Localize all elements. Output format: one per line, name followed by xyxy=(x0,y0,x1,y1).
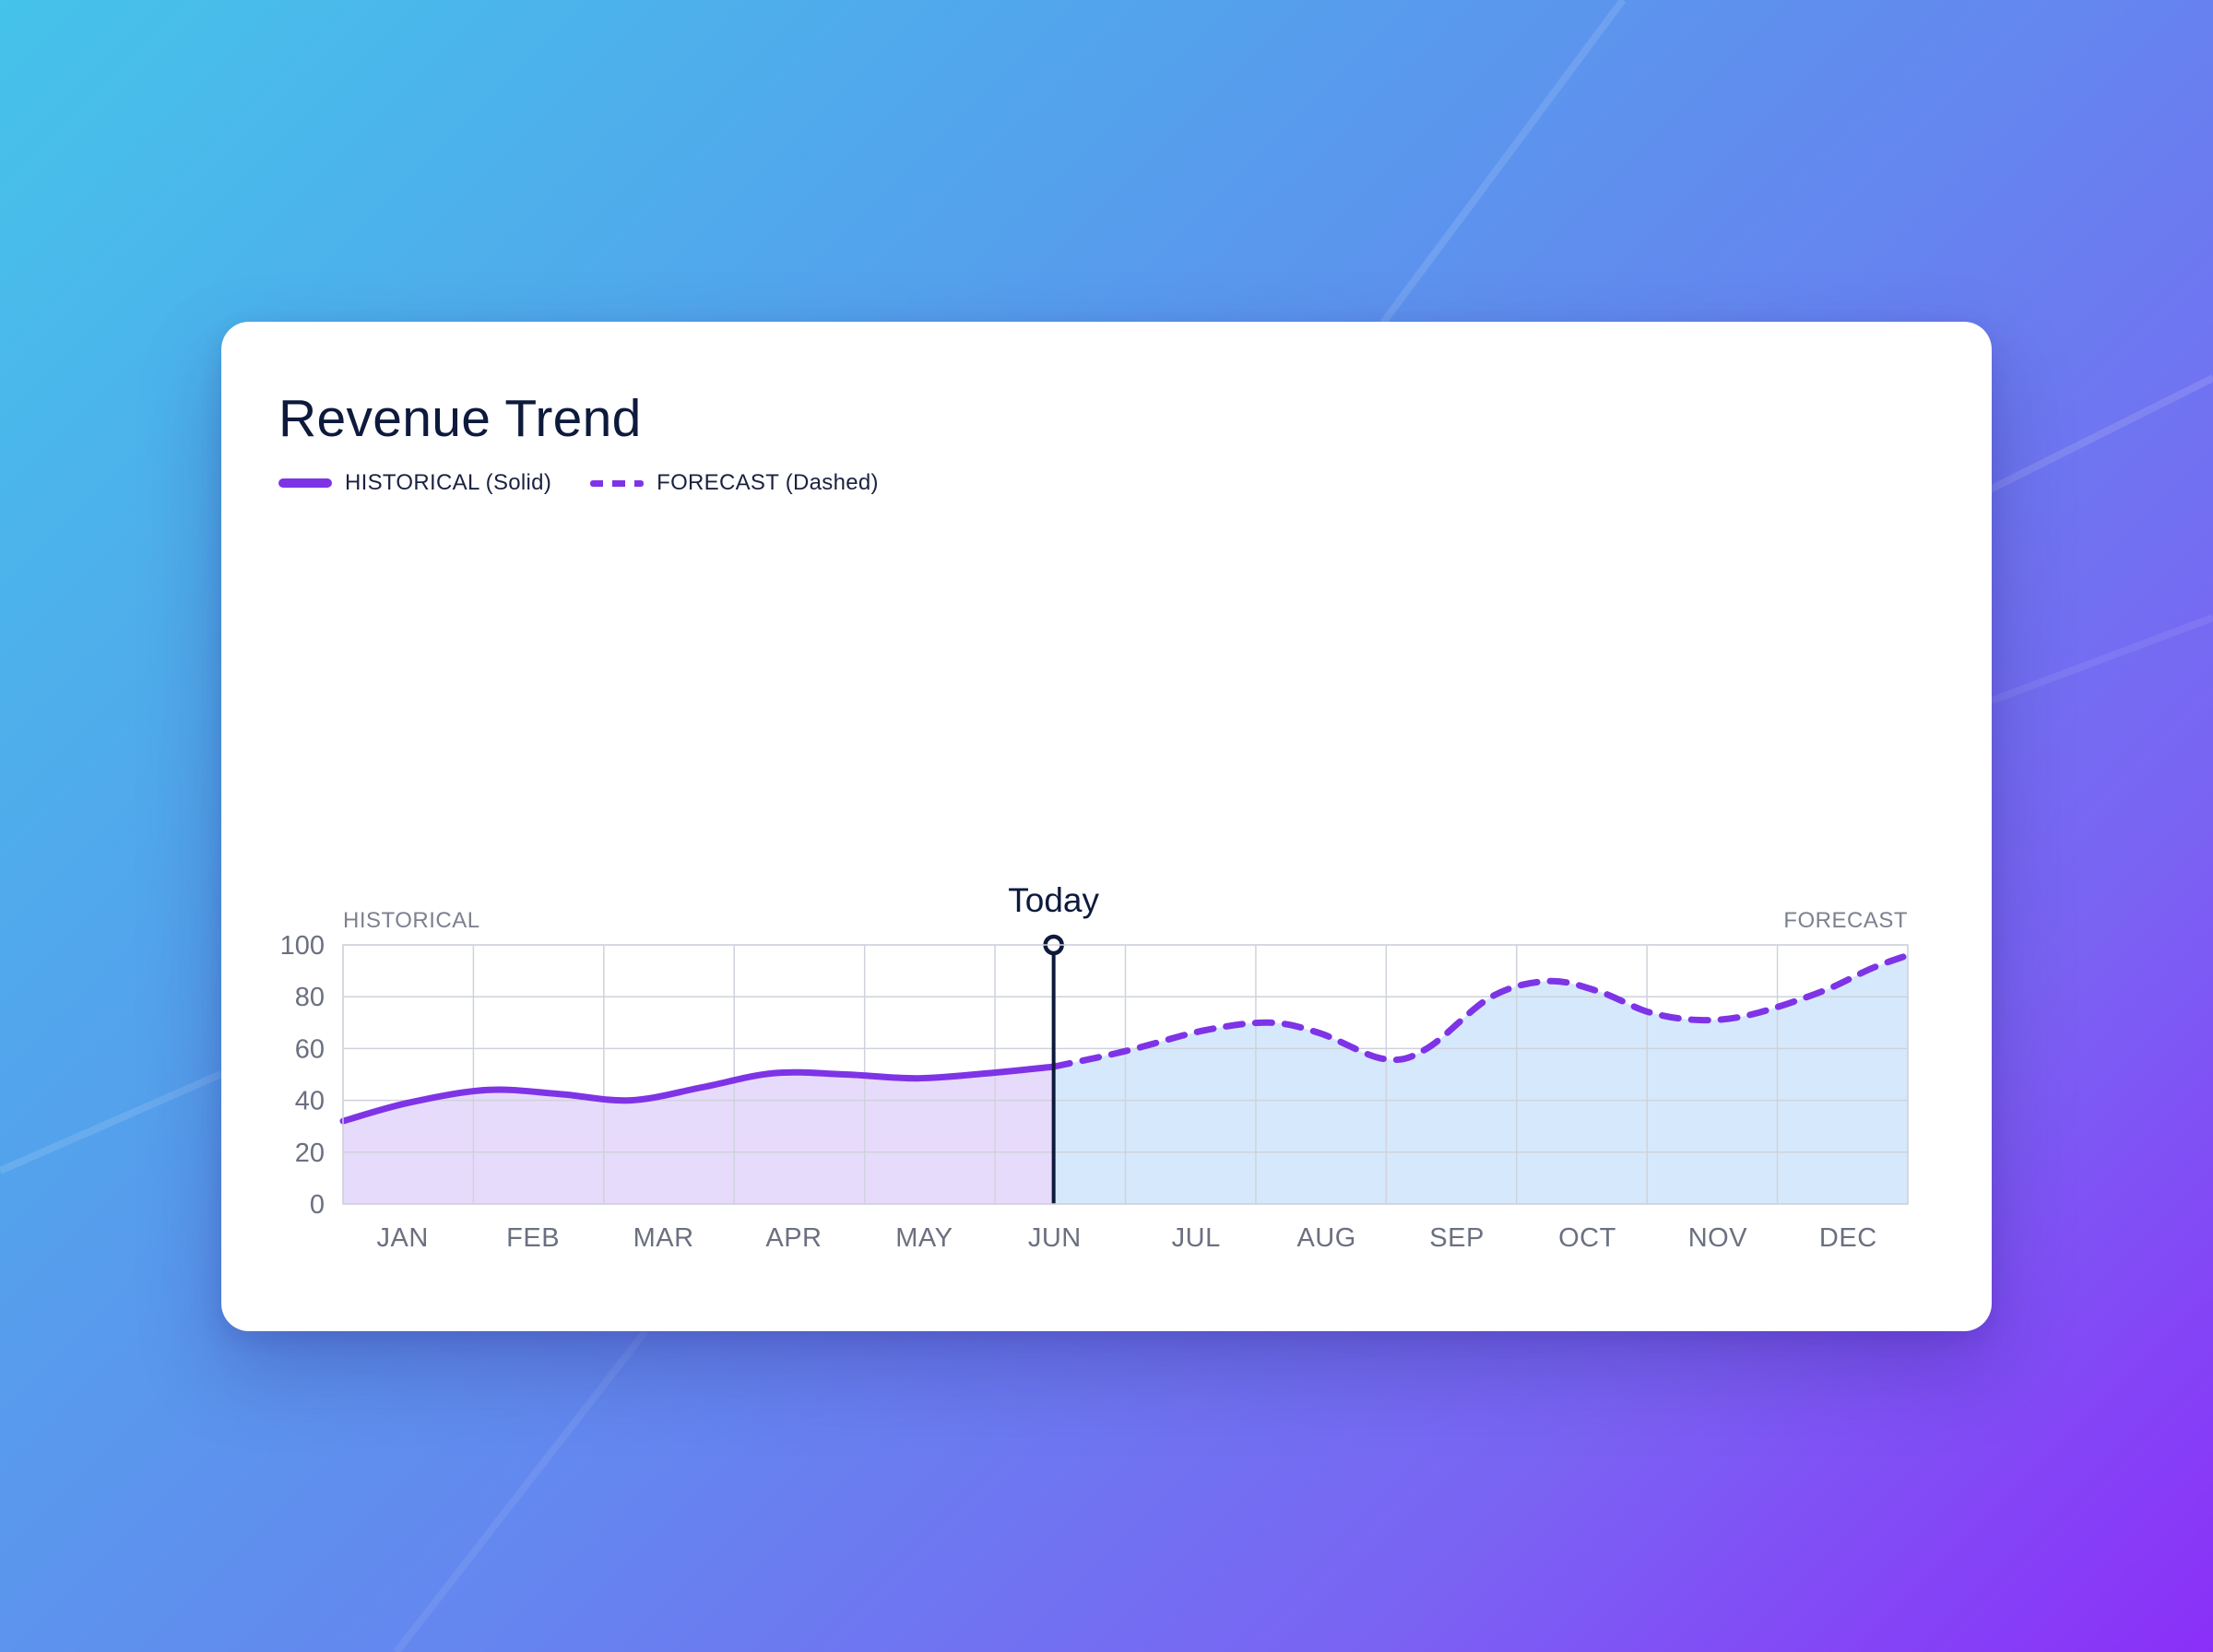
legend-label-forecast: FORECAST (Dashed) xyxy=(657,470,879,495)
plot-border xyxy=(342,944,1909,1205)
chart-legend: HISTORICAL (Solid) FORECAST (Dashed) xyxy=(278,469,917,497)
x-tick-label: AUG xyxy=(1296,1223,1355,1253)
x-tick-label: DEC xyxy=(1819,1223,1877,1253)
area-fill-forecast xyxy=(1053,955,1908,1204)
region-label-historical: HISTORICAL xyxy=(343,908,480,933)
y-tick-label: 100 xyxy=(280,931,325,961)
today-marker-label: Today xyxy=(1008,881,1099,919)
region-label-forecast: FORECAST xyxy=(1783,908,1908,933)
y-tick-label: 20 xyxy=(295,1139,325,1168)
x-tick-label: JUL xyxy=(1172,1223,1221,1253)
x-tick-label: JAN xyxy=(377,1223,429,1253)
x-tick-label: FEB xyxy=(506,1223,560,1253)
y-tick-label: 40 xyxy=(295,1087,325,1116)
x-tick-label: OCT xyxy=(1558,1223,1616,1253)
legend-label-historical: HISTORICAL (Solid) xyxy=(345,470,552,495)
y-tick-label: 80 xyxy=(295,983,325,1012)
y-tick-label: 0 xyxy=(310,1190,325,1220)
chart-title: Revenue Trend xyxy=(278,389,642,448)
x-tick-label: APR xyxy=(765,1223,822,1253)
legend-swatch-solid xyxy=(278,478,332,488)
legend-item-historical: HISTORICAL (Solid) xyxy=(278,470,551,496)
x-tick-label: SEP xyxy=(1429,1223,1485,1253)
legend-item-forecast: FORECAST (Dashed) xyxy=(590,470,879,496)
y-tick-label: 60 xyxy=(295,1034,325,1064)
legend-swatch-dashed xyxy=(590,479,645,487)
x-tick-label: MAR xyxy=(633,1223,694,1253)
series-line-forecast xyxy=(1050,951,1911,1070)
x-tick-label: JUN xyxy=(1028,1223,1082,1253)
x-tick-label: MAY xyxy=(895,1223,953,1253)
x-tick-label: NOV xyxy=(1688,1223,1748,1253)
plot-area: 0 20 40 60 80 100 JAN FEB MAR APR MAY JUN JUL AUG SEP O… xyxy=(280,881,1911,1253)
chart-card: Revenue Trend HISTORICAL (Solid) FORECAS… xyxy=(221,322,1992,1331)
series-line-historical xyxy=(339,1063,1058,1125)
